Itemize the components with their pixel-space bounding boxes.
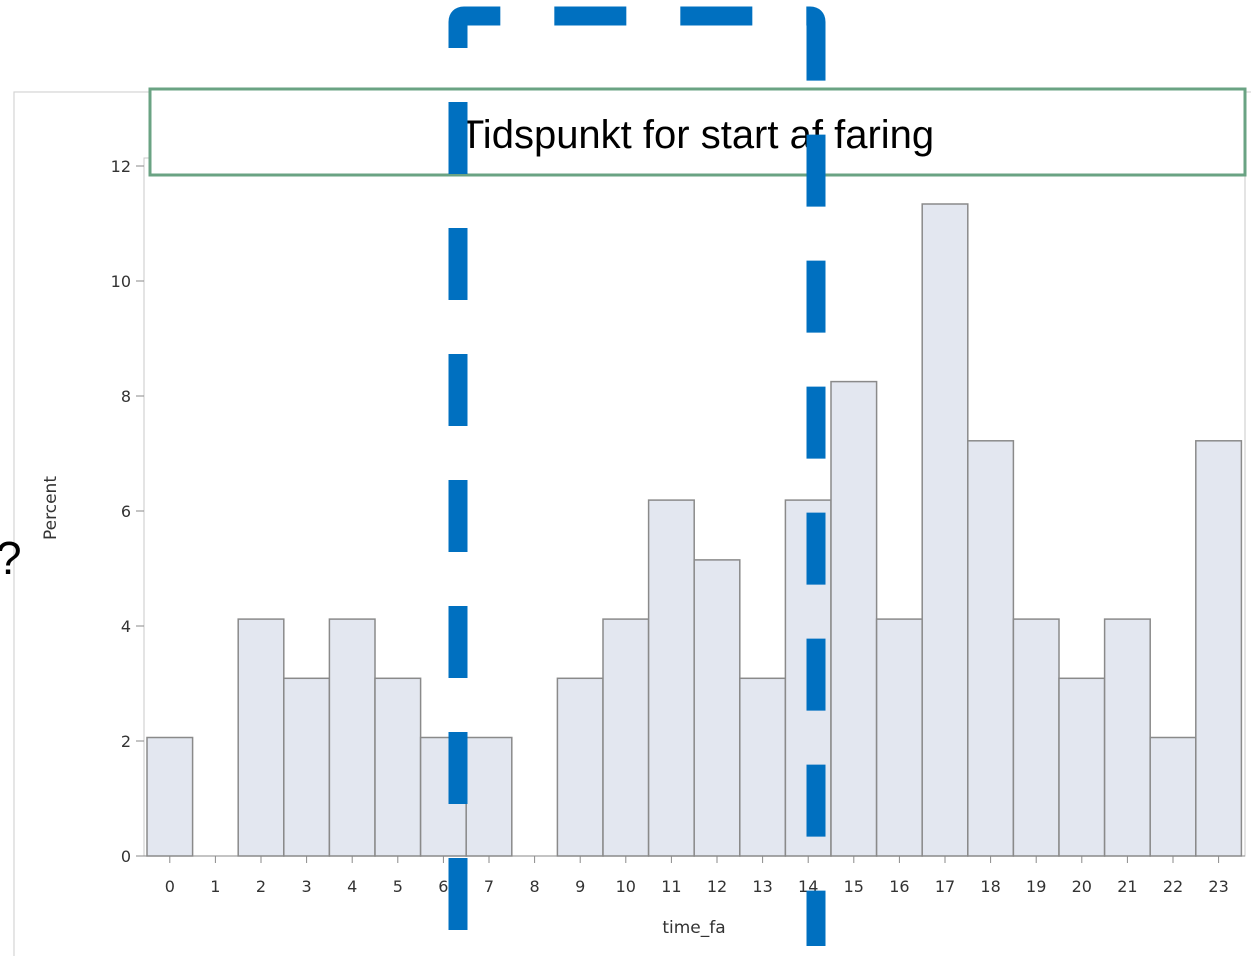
y-axis-label: Percent	[41, 476, 61, 540]
bar-12	[693, 559, 741, 857]
bar-19	[1012, 618, 1060, 857]
chart-title: Tidspunkt for start af faring	[460, 113, 934, 157]
bar-10	[602, 618, 650, 857]
x-tick-label: 13	[752, 877, 772, 896]
bar-20	[1058, 677, 1106, 857]
x-tick-label: 12	[707, 877, 727, 896]
x-tick-label: 20	[1072, 877, 1092, 896]
x-tick-label: 3	[302, 877, 312, 896]
x-tick-label: 7	[484, 877, 494, 896]
x-tick-label: 9	[575, 877, 585, 896]
x-tick-label: 22	[1163, 877, 1183, 896]
x-tick-label: 10	[616, 877, 636, 896]
bar-2	[237, 618, 285, 857]
bar-15	[830, 380, 878, 857]
highlight-dashed-box	[448, 6, 826, 948]
x-tick-label: 0	[165, 877, 175, 896]
x-tick-label: 11	[661, 877, 681, 896]
x-tick-label: 21	[1117, 877, 1137, 896]
bar-13	[739, 677, 787, 857]
y-axis: 0 2 4 6 8 10 12	[111, 157, 144, 866]
bar-9	[556, 677, 604, 857]
y-tick-label: 12	[111, 157, 131, 176]
y-tick-label: 2	[121, 732, 131, 751]
bar-21	[1103, 618, 1151, 857]
y-tick-label: 0	[121, 847, 131, 866]
y-tick-label: 4	[121, 617, 131, 636]
x-tick-label: 6	[438, 877, 448, 896]
bar-3	[283, 677, 331, 857]
x-tick-label: 4	[347, 877, 357, 896]
question-mark: ?	[0, 532, 22, 584]
bar-17	[921, 203, 969, 857]
bars-layer	[146, 203, 1243, 857]
bar-22	[1149, 736, 1197, 857]
x-tick-label: 2	[256, 877, 266, 896]
x-tick-label: 18	[980, 877, 1000, 896]
x-tick-label: 15	[844, 877, 864, 896]
title-box	[148, 87, 1247, 177]
y-tick-label: 10	[111, 272, 131, 291]
bar-5	[374, 677, 422, 857]
x-tick-label: 1	[210, 877, 220, 896]
bar-18	[967, 440, 1015, 857]
y-tick-label: 6	[121, 502, 131, 521]
x-axis-label: time_fa	[662, 918, 725, 938]
y-tick-label: 8	[121, 387, 131, 406]
bar-16	[875, 618, 923, 857]
x-tick-label: 8	[530, 877, 540, 896]
x-axis: 0 1 2 3 4 5 6 7 8 9 10 11 12 13 14 15 16 17 18 19 20 21 22 23	[144, 855, 1245, 896]
bar-0	[146, 736, 194, 857]
x-tick-label: 23	[1208, 877, 1228, 896]
bar-11	[647, 499, 695, 857]
x-tick-label: 17	[935, 877, 955, 896]
bar-23	[1195, 440, 1243, 857]
x-tick-label: 16	[889, 877, 909, 896]
bar-7	[465, 736, 513, 857]
bar-4	[328, 618, 376, 857]
x-tick-label: 5	[393, 877, 403, 896]
x-tick-label: 19	[1026, 877, 1046, 896]
